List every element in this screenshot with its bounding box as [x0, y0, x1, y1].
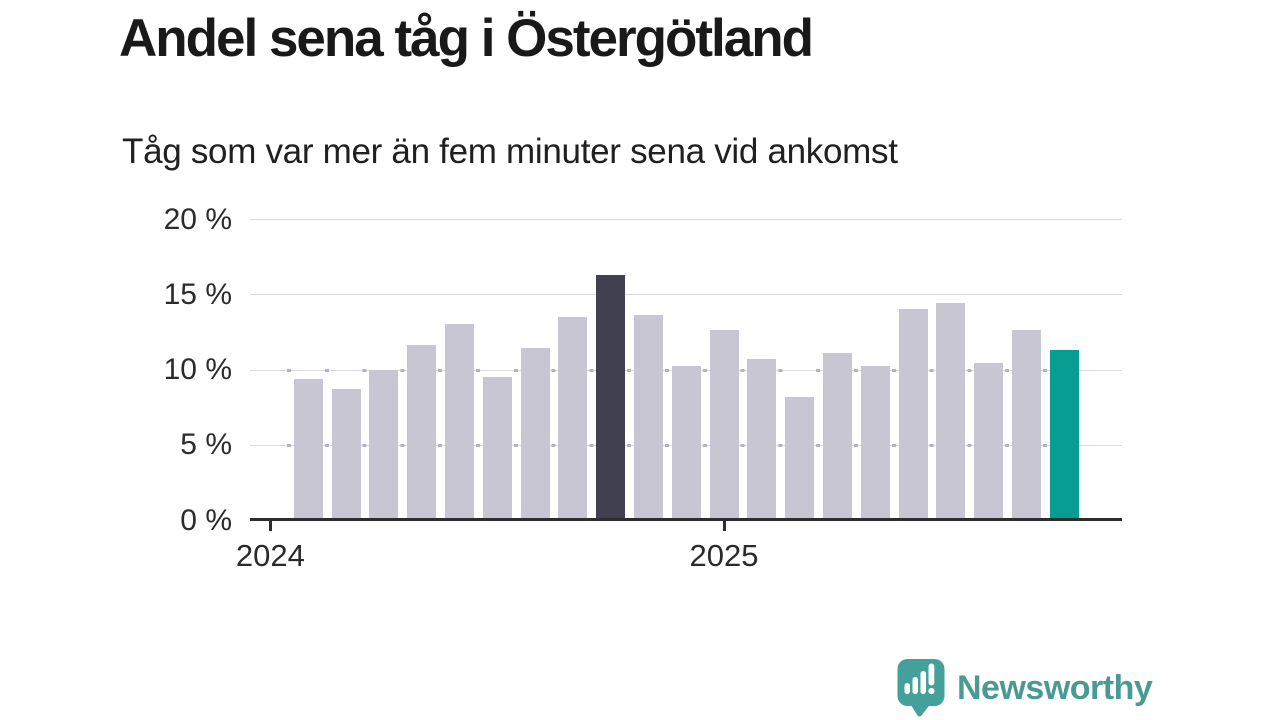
bar-2024-06 — [444, 324, 474, 520]
x-axis-tick-label-2025: 2025 — [689, 538, 759, 573]
bar-2025-09 — [1011, 330, 1041, 520]
bar-2024-05 — [407, 345, 437, 520]
bar-2025-05 — [860, 366, 890, 520]
bar-2024-08 — [520, 348, 550, 520]
bar-2024-10 — [596, 274, 626, 520]
y-axis-tick-label: 5 % — [180, 428, 232, 462]
bar-2025-07 — [936, 303, 966, 520]
bar-2024-09 — [558, 316, 588, 520]
x-axis-tick-2025 — [722, 521, 726, 531]
bar-2025-08 — [974, 363, 1004, 520]
bar-2025-01 — [709, 330, 739, 520]
bar-2024-03 — [331, 389, 361, 520]
x-axis-tick-2024 — [268, 521, 272, 531]
gridline-month-dots-5 — [287, 443, 1052, 447]
newsworthy-logo: Newsworthy — [897, 658, 1153, 718]
chart-title: Andel sena tåg i Östergötland — [119, 9, 814, 68]
gridline-20 — [250, 219, 1122, 220]
y-axis-tick-label: 15 % — [163, 277, 232, 311]
bar-2024-12 — [671, 366, 701, 520]
gridline-15 — [250, 294, 1122, 296]
bar-2025-04 — [822, 352, 852, 520]
bar-2025-10 — [1049, 349, 1079, 520]
bar-2024-07 — [482, 377, 512, 520]
newsworthy-speech-bubble-bar-chart-icon — [897, 659, 945, 717]
x-axis-tick-label-2024: 2024 — [235, 538, 305, 573]
bar-2024-04 — [369, 369, 399, 520]
chart-subtitle: Tåg som var mer än fem minuter sena vid … — [122, 132, 898, 171]
gridline-month-dots-10 — [287, 368, 1052, 372]
bar-2025-06 — [898, 309, 928, 520]
newsworthy-logo-text: Newsworthy — [957, 668, 1153, 707]
x-axis-line — [250, 518, 1122, 521]
bar-2025-03 — [785, 396, 815, 520]
bar-2024-02 — [293, 378, 323, 520]
y-axis-tick-label: 0 % — [180, 503, 232, 537]
bar-2025-02 — [747, 358, 777, 520]
bar-2024-11 — [633, 315, 663, 520]
y-axis-tick-label: 20 % — [163, 202, 232, 236]
y-axis-tick-label: 10 % — [163, 353, 232, 386]
